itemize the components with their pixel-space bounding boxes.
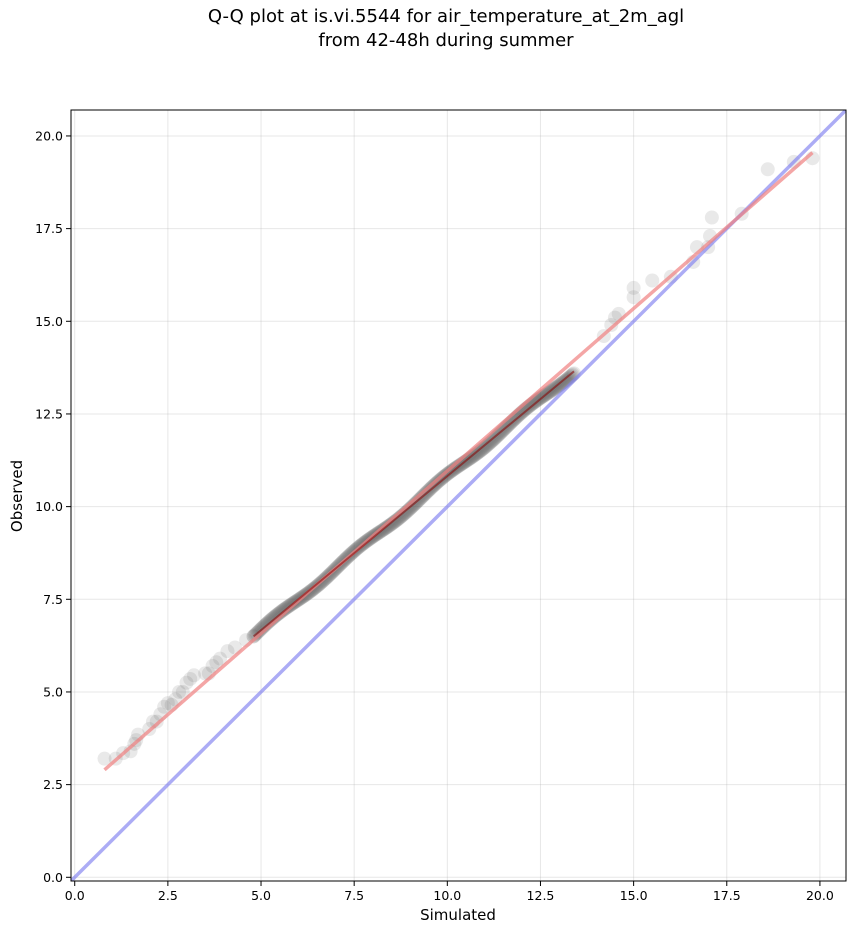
- chart-title: Q-Q plot at is.vi.5544 for air_temperatu…: [207, 6, 685, 27]
- data-point: [157, 699, 172, 714]
- y-tick-label: 17.5: [35, 221, 63, 236]
- data-point: [438, 468, 453, 483]
- x-tick-label: 12.5: [527, 888, 555, 903]
- data-point: [482, 436, 497, 451]
- data-point: [475, 442, 490, 457]
- x-tick-label: 2.5: [158, 888, 178, 903]
- plot-frame: [70, 109, 847, 882]
- x-tick-label: 15.0: [620, 888, 648, 903]
- data-point: [160, 696, 175, 711]
- data-point: [476, 441, 491, 456]
- data-point: [626, 280, 641, 295]
- data-point: [123, 744, 138, 759]
- axis-ticks: 0.0 2.5 5.0 7.5 10.0 12.5 15.0 17.5 20.0 0.0 2.5 5.…: [35, 128, 834, 903]
- data-point: [480, 438, 495, 453]
- data-point: [554, 376, 569, 391]
- y-tick-label: 7.5: [43, 592, 63, 607]
- data-point: [483, 435, 498, 450]
- identity-line: [71, 110, 846, 881]
- data-point: [442, 465, 457, 480]
- y-axis-label: Observed: [8, 460, 26, 532]
- data-point: [183, 671, 198, 686]
- y-tick-label: 12.5: [35, 406, 63, 421]
- y-tick-label: 20.0: [35, 128, 63, 143]
- data-point: [440, 466, 455, 481]
- data-point: [186, 668, 201, 683]
- x-tick-label: 10.0: [433, 888, 461, 903]
- data-point: [274, 604, 289, 619]
- x-tick-label: 17.5: [713, 888, 741, 903]
- y-tick-label: 0.0: [43, 870, 63, 885]
- data-point: [477, 440, 492, 455]
- chart-subtitle: from 42-48h during summer: [318, 30, 574, 51]
- y-tick-label: 15.0: [35, 314, 63, 329]
- data-point: [209, 655, 224, 670]
- data-point: [172, 684, 187, 699]
- fit-line: [103, 151, 814, 772]
- y-tick-label: 10.0: [35, 499, 63, 514]
- data-point: [481, 437, 496, 452]
- reference-lines: [71, 110, 846, 881]
- data-point: [175, 684, 190, 699]
- x-tick-label: 5.0: [251, 888, 271, 903]
- x-tick-label: 7.5: [344, 888, 364, 903]
- data-point: [645, 273, 660, 288]
- data-point: [220, 644, 235, 659]
- data-point: [97, 751, 112, 766]
- data-point: [179, 675, 194, 690]
- data-point: [436, 469, 451, 484]
- data-point: [704, 210, 719, 225]
- data-point: [626, 290, 641, 305]
- data-point: [437, 469, 452, 484]
- data-point: [604, 317, 619, 332]
- data-point: [478, 439, 493, 454]
- data-point: [205, 659, 220, 674]
- x-axis-label: Simulated: [420, 906, 496, 924]
- y-tick-label: 5.0: [43, 684, 63, 699]
- x-tick-label: 0.0: [65, 888, 85, 903]
- y-tick-label: 2.5: [43, 777, 63, 792]
- fit-line-core: [252, 370, 575, 638]
- data-point: [479, 438, 494, 453]
- data-point: [213, 651, 228, 666]
- data-point: [439, 467, 454, 482]
- grid: [71, 110, 846, 881]
- data-point: [760, 162, 775, 177]
- x-tick-label: 20.0: [806, 888, 834, 903]
